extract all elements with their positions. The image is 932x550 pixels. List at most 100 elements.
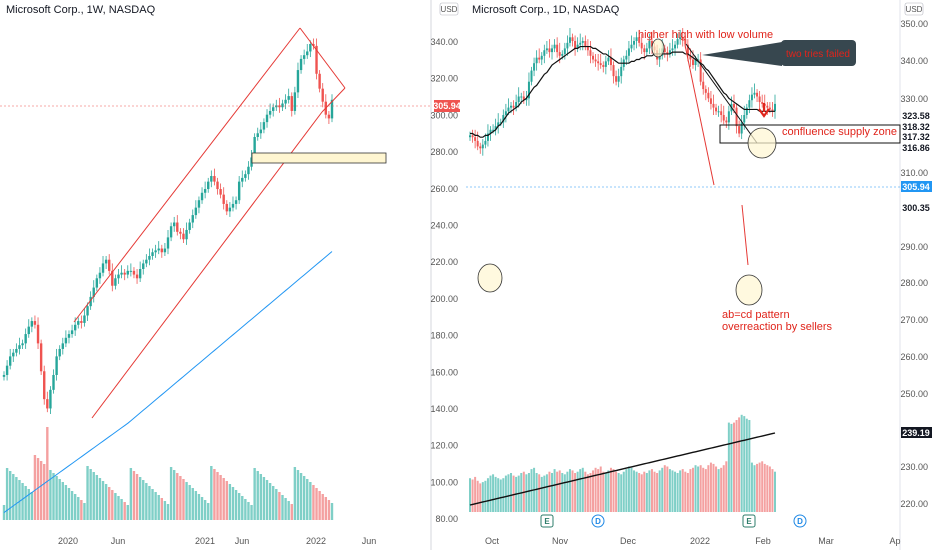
- candle-body: [620, 66, 623, 77]
- candle-body: [504, 111, 507, 115]
- candle-body: [604, 61, 607, 67]
- volume-bar: [709, 462, 712, 512]
- candle-body: [12, 352, 15, 357]
- candle-body: [244, 174, 247, 178]
- candle-body: [702, 81, 705, 90]
- candle-body: [296, 70, 300, 93]
- candle-body: [725, 120, 728, 123]
- right-time-label: Feb: [755, 536, 771, 546]
- candle-body: [194, 207, 198, 216]
- down-arrow-icon: [758, 103, 770, 118]
- left-price-scale: 340.00 320.00 300.00 280.00 260.00 240.00 220.…: [430, 37, 458, 524]
- right-price-tick: 310.00: [900, 168, 928, 178]
- candle-body: [510, 105, 513, 108]
- event-badge-earnings-2[interactable]: E: [742, 514, 756, 528]
- volume-bar: [237, 493, 241, 520]
- candle-body: [293, 92, 297, 111]
- volume-bar: [597, 469, 600, 512]
- volume-bar: [73, 494, 77, 520]
- left-time-scale: 2020 Jun 2021 Jun 2022 Jun: [58, 536, 376, 546]
- left-volume-bars: [2, 427, 334, 520]
- candle-body: [222, 194, 225, 204]
- candle-body: [479, 146, 482, 149]
- candle-body: [219, 189, 222, 195]
- candle-body: [709, 98, 712, 104]
- volume-bar: [241, 496, 244, 520]
- volume-bar: [83, 503, 86, 520]
- candle-body: [207, 181, 210, 190]
- candle-body: [55, 356, 58, 375]
- candle-body: [640, 42, 643, 49]
- left-price-tick: 140.00: [430, 404, 458, 414]
- candle-body: [166, 237, 170, 249]
- event-badge-dividend-1[interactable]: D: [591, 514, 605, 528]
- left-price-tick: 320.00: [430, 74, 458, 84]
- candle-body: [123, 272, 126, 275]
- volume-bar: [330, 503, 334, 520]
- candle-body: [210, 176, 213, 182]
- candle-body: [275, 105, 278, 108]
- volume-bar: [681, 469, 684, 512]
- candle-body: [299, 58, 303, 71]
- candle-body: [111, 270, 114, 286]
- candle-body: [768, 107, 771, 110]
- volume-bar: [265, 480, 269, 520]
- volume-bar: [27, 489, 30, 520]
- candle-body: [132, 270, 136, 275]
- right-price-tag-label: 323.58: [902, 111, 930, 121]
- candle-body: [101, 263, 105, 273]
- volume-bar: [650, 469, 653, 512]
- volume-bar: [758, 462, 761, 512]
- candle-body: [80, 321, 83, 323]
- volume-bar: [633, 470, 636, 512]
- volume-bar: [551, 473, 554, 512]
- candle-body: [98, 272, 102, 279]
- volume-bar: [707, 465, 710, 512]
- candle-body: [148, 255, 151, 260]
- left-time-label: 2022: [306, 536, 326, 546]
- candle-body: [689, 55, 692, 60]
- volume-bar: [699, 465, 702, 512]
- candle-body: [674, 44, 677, 49]
- volume-bar: [497, 478, 500, 512]
- candle-body: [200, 192, 204, 201]
- volume-bar: [722, 465, 725, 512]
- candle-body: [579, 42, 582, 45]
- volume-bar: [312, 485, 315, 520]
- candle-body: [89, 296, 92, 307]
- volume-bar: [553, 469, 556, 512]
- volume-bar: [61, 482, 64, 520]
- candle-body: [70, 330, 74, 335]
- volume-bar: [543, 475, 546, 512]
- candle-body: [30, 321, 34, 327]
- volume-bar: [123, 502, 126, 520]
- volume-bar: [561, 473, 564, 512]
- left-last-price-label: 305.94: [433, 101, 461, 111]
- candle-body: [471, 135, 474, 138]
- candle-body: [179, 231, 182, 234]
- volume-bar: [750, 462, 753, 512]
- volume-bar: [160, 498, 164, 520]
- candle-body: [231, 203, 235, 208]
- candle-body: [284, 99, 287, 104]
- volume-bar: [622, 471, 625, 512]
- volume-bar: [761, 461, 764, 512]
- volume-bar: [247, 502, 250, 520]
- candle-body: [145, 259, 148, 264]
- event-badge-dividend-2[interactable]: D: [793, 514, 807, 528]
- candle-body: [225, 203, 228, 212]
- left-price-tick: 340.00: [430, 37, 458, 47]
- candle-body: [643, 48, 646, 53]
- volume-bar: [676, 473, 679, 512]
- volume-bar: [117, 496, 120, 520]
- candle-body: [607, 57, 610, 62]
- event-badge-earnings-1[interactable]: E: [540, 514, 554, 528]
- volume-bar: [725, 461, 728, 512]
- candle-body: [154, 250, 157, 253]
- candle-body: [645, 48, 648, 53]
- left-candles: [2, 38, 334, 415]
- candle-body: [738, 126, 741, 134]
- volume-bar: [469, 478, 471, 512]
- candle-body: [774, 103, 776, 112]
